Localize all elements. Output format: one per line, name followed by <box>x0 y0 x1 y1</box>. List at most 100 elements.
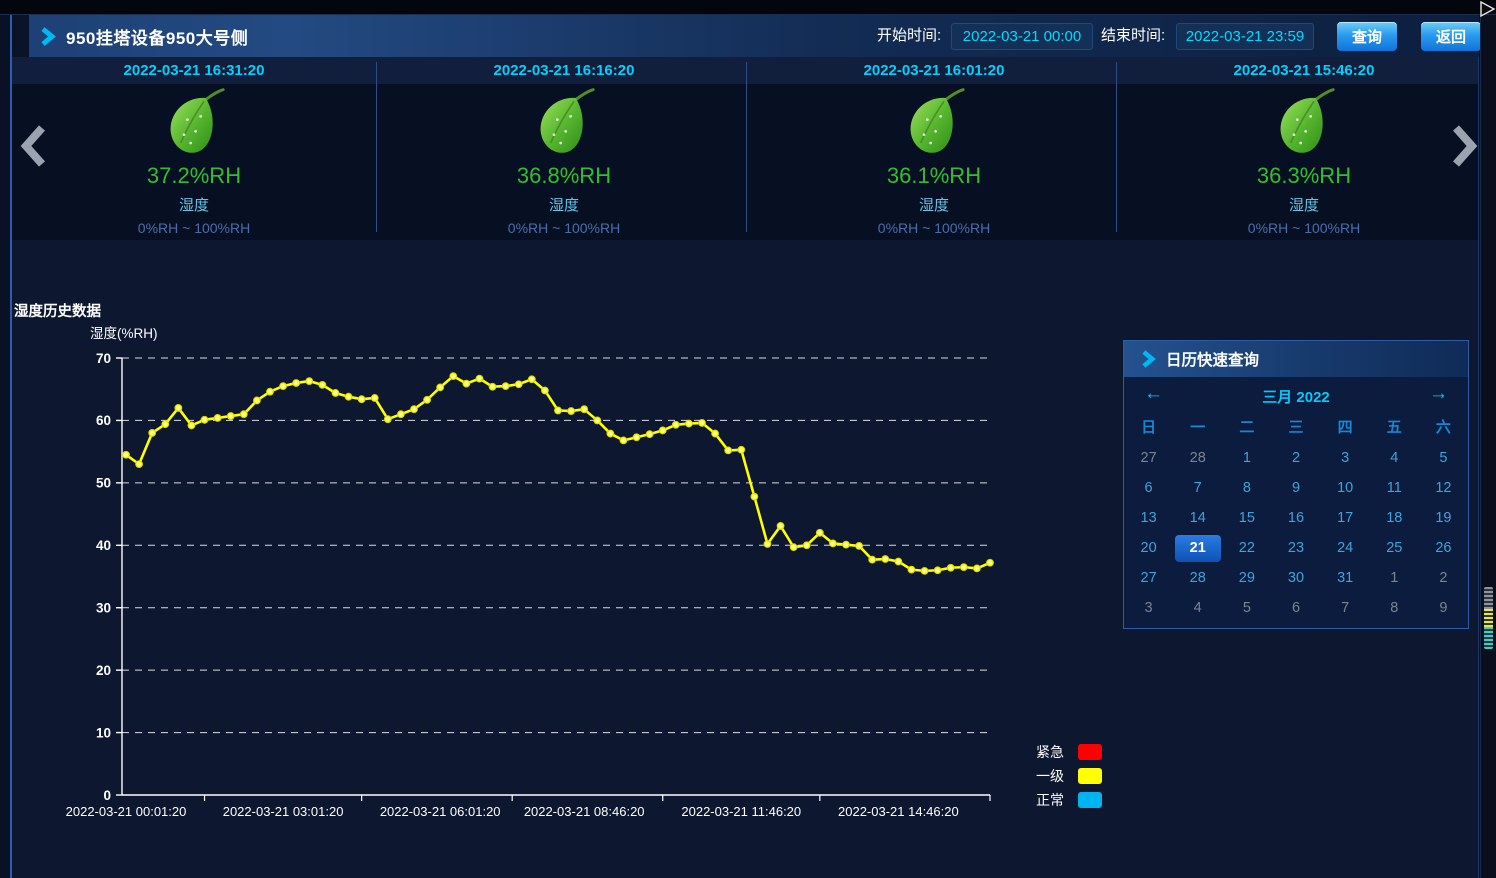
calendar-day[interactable]: 22 <box>1222 533 1271 563</box>
calendar-day[interactable]: 5 <box>1222 593 1271 623</box>
calendar-next-month-icon[interactable]: → <box>1429 383 1448 404</box>
svg-text:2022-03-21 08:46:20: 2022-03-21 08:46:20 <box>524 804 645 819</box>
calendar-day[interactable]: 14 <box>1173 503 1222 533</box>
calendar-day[interactable]: 8 <box>1370 593 1419 623</box>
calendar-weekday: 三 <box>1288 419 1304 436</box>
calendar-day[interactable]: 2 <box>1271 443 1320 473</box>
calendar-day[interactable]: 28 <box>1173 443 1222 473</box>
calendar-day-label: 2 <box>1439 570 1448 586</box>
humidity-history-chart: 0 10 20 30 40 50 60 70 湿度(%RH) 2022-03-21 00:01:2… <box>66 326 994 819</box>
svg-text:2022-03-21 00:01:20: 2022-03-21 00:01:20 <box>66 804 187 819</box>
carousel-next-icon[interactable] <box>1450 124 1480 168</box>
calendar-day[interactable]: 31 <box>1321 563 1370 593</box>
calendar-day[interactable]: 3 <box>1124 593 1173 623</box>
calendar-day[interactable]: 17 <box>1321 503 1370 533</box>
calendar-day-label: 16 <box>1287 510 1305 526</box>
calendar-prev-month-icon[interactable]: ← <box>1144 383 1163 404</box>
calendar-day[interactable]: 11 <box>1370 473 1419 503</box>
calendar-day[interactable]: 4 <box>1173 593 1222 623</box>
humidity-value: 37.2%RH <box>146 163 242 188</box>
calendar-day[interactable]: 4 <box>1370 443 1419 473</box>
calendar-grid: 27 28 1 2 3 4 5 6 7 8 9 10 11 12 13 14 15 16 17 18 19 20 21 22 2… <box>1124 443 1468 623</box>
calendar-day-label: 30 <box>1287 570 1305 586</box>
calendar-day-label: 8 <box>1242 480 1251 496</box>
sensor-card-1: 2022-03-21 16:31:20 37.2%RH 湿度 0%RH ~ 10… <box>24 57 364 240</box>
calendar-day-label: 4 <box>1193 600 1202 616</box>
calendar-day[interactable]: 25 <box>1370 533 1419 563</box>
humidity-label: 湿度 <box>1288 197 1319 214</box>
scrollbar-thumb-stripes <box>1484 609 1493 627</box>
calendar-day[interactable]: 9 <box>1271 473 1320 503</box>
calendar-day[interactable]: 27 <box>1124 443 1173 473</box>
scrollbar-thumb[interactable] <box>1484 587 1493 649</box>
svg-text:2022-03-21 11:46:20: 2022-03-21 11:46:20 <box>681 804 801 819</box>
carousel-prev-icon[interactable] <box>18 124 48 168</box>
sensor-timestamp: 2022-03-21 16:16:20 <box>493 62 635 79</box>
calendar-day[interactable]: 8 <box>1222 473 1271 503</box>
calendar-day[interactable]: 20 <box>1124 533 1173 563</box>
sensor-card-4: 2022-03-21 15:46:20 36.3%RH 湿度 0%RH ~ 10… <box>1134 57 1474 240</box>
calendar-day[interactable]: 6 <box>1271 593 1320 623</box>
sensor-card-3: 2022-03-21 16:01:20 36.1%RH 湿度 0%RH ~ 10… <box>764 57 1104 240</box>
panel-left-border <box>10 15 12 878</box>
humidity-range: 0%RH ~ 100%RH <box>137 220 251 236</box>
back-button[interactable]: 返回 <box>1421 22 1481 51</box>
calendar-day[interactable]: 27 <box>1124 563 1173 593</box>
legend-swatch <box>1078 792 1102 808</box>
calendar-day-label: 1 <box>1390 570 1399 586</box>
calendar-day-label: 9 <box>1439 600 1448 616</box>
calendar-day-label: 26 <box>1435 540 1452 556</box>
calendar-day-label: 5 <box>1242 600 1251 616</box>
calendar-day-label: 2 <box>1291 450 1301 466</box>
calendar-day-label: 3 <box>1144 600 1153 616</box>
calendar-day[interactable]: 15 <box>1222 503 1271 533</box>
calendar-day[interactable]: 5 <box>1419 443 1468 473</box>
calendar-day[interactable]: 9 <box>1419 593 1468 623</box>
start-time-input[interactable] <box>951 23 1093 50</box>
calendar-day[interactable]: 2 <box>1419 563 1468 593</box>
calendar-day[interactable]: 1 <box>1370 563 1419 593</box>
calendar-day[interactable]: 13 <box>1124 503 1173 533</box>
calendar-day[interactable]: 30 <box>1271 563 1320 593</box>
calendar-day[interactable]: 23 <box>1271 533 1320 563</box>
leaf-icon <box>1280 88 1335 153</box>
calendar-day-label: 4 <box>1390 450 1399 466</box>
calendar-day[interactable]: 12 <box>1419 473 1468 503</box>
calendar-day-label: 12 <box>1435 480 1452 496</box>
calendar-day[interactable]: 18 <box>1370 503 1419 533</box>
humidity-value: 36.8%RH <box>516 163 612 188</box>
calendar-day-selected[interactable]: 21 <box>1173 533 1222 563</box>
humidity-label: 湿度 <box>548 197 579 214</box>
calendar-day[interactable]: 7 <box>1321 593 1370 623</box>
calendar-weekdays: 日一二三四五六 <box>1124 413 1468 443</box>
svg-text:2022-03-21 06:01:20: 2022-03-21 06:01:20 <box>380 804 501 819</box>
calendar-day[interactable]: 24 <box>1321 533 1370 563</box>
calendar-day[interactable]: 7 <box>1173 473 1222 503</box>
chart-legend: 紧急 一级 正常 <box>1036 740 1102 812</box>
calendar-day[interactable]: 6 <box>1124 473 1173 503</box>
calendar-day-label: 28 <box>1189 570 1206 586</box>
end-time-input[interactable] <box>1176 23 1314 50</box>
calendar-weekday: 五 <box>1386 419 1402 436</box>
calendar-day[interactable]: 1 <box>1222 443 1271 473</box>
calendar-day[interactable]: 28 <box>1173 563 1222 593</box>
calendar-day-label: 22 <box>1238 540 1255 556</box>
calendar-day[interactable]: 10 <box>1321 473 1370 503</box>
humidity-range: 0%RH ~ 100%RH <box>1247 220 1361 236</box>
query-button[interactable]: 查询 <box>1337 22 1397 51</box>
panel-right-border <box>1478 15 1479 878</box>
page-scrollbar[interactable] <box>1480 15 1496 878</box>
svg-text:湿度(%RH): 湿度(%RH) <box>90 326 158 341</box>
calendar-day-label: 17 <box>1337 510 1354 526</box>
calendar-day[interactable]: 3 <box>1321 443 1370 473</box>
legend-label: 正常 <box>1036 792 1064 808</box>
svg-text:30: 30 <box>96 601 111 616</box>
svg-text:20: 20 <box>96 663 111 678</box>
calendar-day[interactable]: 19 <box>1419 503 1468 533</box>
calendar-day[interactable]: 16 <box>1271 503 1320 533</box>
calendar-day[interactable]: 26 <box>1419 533 1468 563</box>
calendar-day-label: 23 <box>1287 540 1305 556</box>
calendar-day[interactable]: 29 <box>1222 563 1271 593</box>
calendar-day-label: 25 <box>1386 540 1403 556</box>
cursor-icon <box>1480 0 1496 18</box>
